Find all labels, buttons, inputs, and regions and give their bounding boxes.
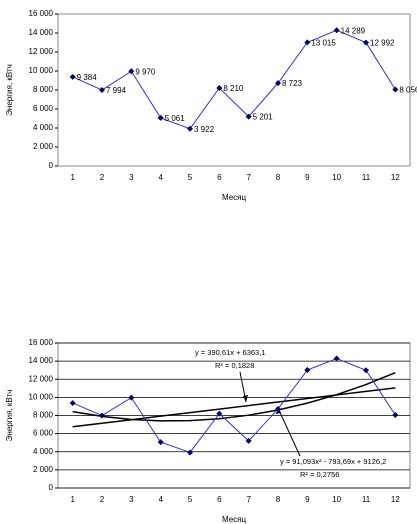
y-axis-label: Энергия, кВтч [5, 64, 14, 116]
x-tick-label: 11 [362, 173, 371, 182]
arrow [277, 407, 301, 457]
x-tick-label: 7 [246, 495, 251, 504]
x-tick-label: 5 [188, 495, 193, 504]
marker [187, 125, 193, 132]
x-axis-label: Месяц [222, 193, 247, 202]
marker [275, 405, 281, 412]
marker [245, 437, 252, 444]
y-tick-label: 2 000 [33, 465, 54, 474]
trend-line [72, 387, 396, 428]
marker [216, 410, 223, 417]
marker [333, 355, 340, 362]
data-label: 5 201 [253, 113, 274, 122]
data-label: 7 994 [106, 86, 127, 95]
annotation: R² = 0,2756 [300, 470, 339, 479]
x-tick-label: 8 [276, 173, 281, 182]
marker [245, 113, 252, 120]
y-tick-label: 4 000 [33, 123, 54, 132]
y-tick-label: 14 000 [29, 28, 54, 37]
data-line [72, 357, 396, 454]
data-label: 13 015 [311, 38, 336, 47]
marker [187, 449, 193, 456]
y-tick-label: 14 000 [29, 356, 54, 365]
data-line [72, 29, 396, 130]
marker [99, 87, 105, 94]
x-tick-label: 9 [305, 173, 310, 182]
x-tick-label: 10 [332, 495, 341, 504]
marker [392, 86, 399, 93]
x-tick-label: 8 [276, 495, 281, 504]
y-tick-label: 0 [49, 483, 54, 492]
marker [128, 68, 135, 75]
marker [157, 439, 164, 446]
y-tick-label: 10 000 [29, 66, 54, 75]
y-tick-label: 0 [49, 161, 54, 170]
x-tick-label: 3 [129, 495, 134, 504]
y-tick-label: 10 000 [29, 392, 54, 401]
x-tick-label: 5 [188, 173, 193, 182]
annotation: y = 390,61x + 6363,1 [195, 348, 265, 357]
x-tick-label: 3 [129, 173, 134, 182]
x-tick-label: 12 [391, 495, 400, 504]
x-tick-label: 10 [332, 173, 341, 182]
x-tick-label: 11 [362, 495, 371, 504]
x-tick-label: 1 [70, 173, 75, 182]
y-tick-label: 8 000 [33, 85, 54, 94]
x-tick-label: 7 [246, 173, 251, 182]
y-tick-label: 16 000 [29, 338, 54, 347]
data-label: 5 061 [165, 114, 186, 123]
data-label: 8 056 [399, 86, 417, 95]
y-tick-label: 4 000 [33, 447, 54, 456]
x-axis-label: Месяц [222, 515, 247, 524]
marker [392, 411, 399, 418]
y-tick-label: 6 000 [33, 429, 54, 438]
marker [157, 114, 164, 121]
arrow-head [243, 395, 248, 402]
x-tick-label: 1 [70, 495, 75, 504]
marker [216, 85, 223, 92]
marker [363, 367, 369, 374]
data-label: 8 723 [282, 79, 303, 88]
y-tick-label: 16 000 [29, 9, 54, 18]
x-tick-label: 12 [391, 173, 400, 182]
trend-line [72, 372, 396, 422]
marker [69, 73, 76, 80]
marker [304, 39, 311, 46]
marker [128, 394, 135, 401]
x-tick-label: 2 [100, 173, 105, 182]
y-tick-label: 8 000 [33, 411, 54, 420]
marker [69, 399, 76, 406]
x-tick-label: 4 [158, 495, 163, 504]
y-axis-label: Энергия, кВтч [5, 390, 14, 442]
y-tick-label: 6 000 [33, 104, 54, 113]
y-tick-label: 12 000 [29, 374, 54, 383]
x-tick-label: 6 [217, 495, 222, 504]
x-tick-label: 9 [305, 495, 310, 504]
marker [275, 80, 281, 87]
marker [304, 367, 311, 374]
x-tick-label: 6 [217, 173, 222, 182]
data-label: 12 992 [370, 39, 395, 48]
annotation: y = 91,093x² - 793,69x + 9126,2 [280, 457, 386, 466]
y-tick-label: 12 000 [29, 47, 54, 56]
marker [363, 39, 369, 46]
data-label: 14 289 [341, 26, 366, 35]
x-tick-label: 4 [158, 173, 163, 182]
data-label: 9 384 [77, 73, 98, 82]
marker [333, 27, 340, 34]
data-label: 3 922 [194, 125, 215, 134]
marker [99, 412, 105, 419]
x-tick-label: 2 [100, 495, 105, 504]
data-label: 9 970 [135, 67, 156, 76]
y-tick-label: 2 000 [33, 142, 54, 151]
annotation: R² = 0,1828 [215, 361, 254, 370]
data-label: 8 210 [223, 84, 244, 93]
